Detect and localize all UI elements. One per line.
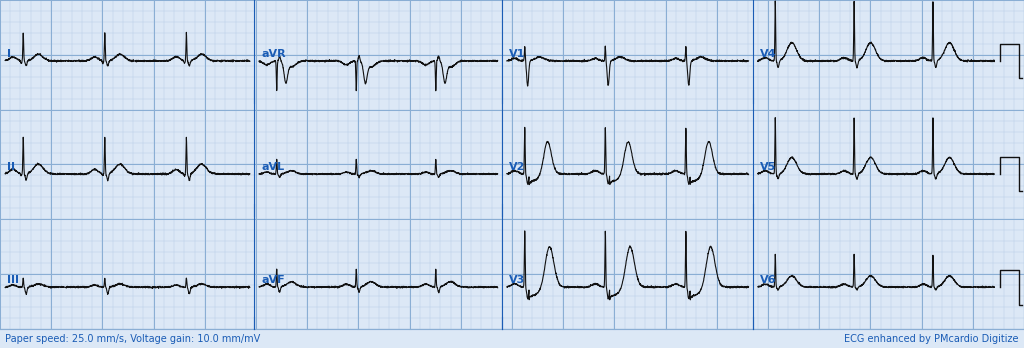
Text: aVR: aVR bbox=[261, 49, 286, 59]
Text: V5: V5 bbox=[760, 162, 776, 172]
Text: ECG enhanced by PMcardio Digitize: ECG enhanced by PMcardio Digitize bbox=[845, 334, 1019, 345]
Text: V2: V2 bbox=[509, 162, 525, 172]
Text: III: III bbox=[7, 275, 19, 285]
Text: V4: V4 bbox=[760, 49, 776, 59]
Text: V1: V1 bbox=[509, 49, 525, 59]
Text: aVL: aVL bbox=[261, 162, 285, 172]
Text: Paper speed: 25.0 mm/s, Voltage gain: 10.0 mm/mV: Paper speed: 25.0 mm/s, Voltage gain: 10… bbox=[5, 334, 260, 345]
Text: II: II bbox=[7, 162, 15, 172]
Text: V3: V3 bbox=[509, 275, 525, 285]
Text: I: I bbox=[7, 49, 11, 59]
Text: aVF: aVF bbox=[261, 275, 285, 285]
Text: V6: V6 bbox=[760, 275, 776, 285]
